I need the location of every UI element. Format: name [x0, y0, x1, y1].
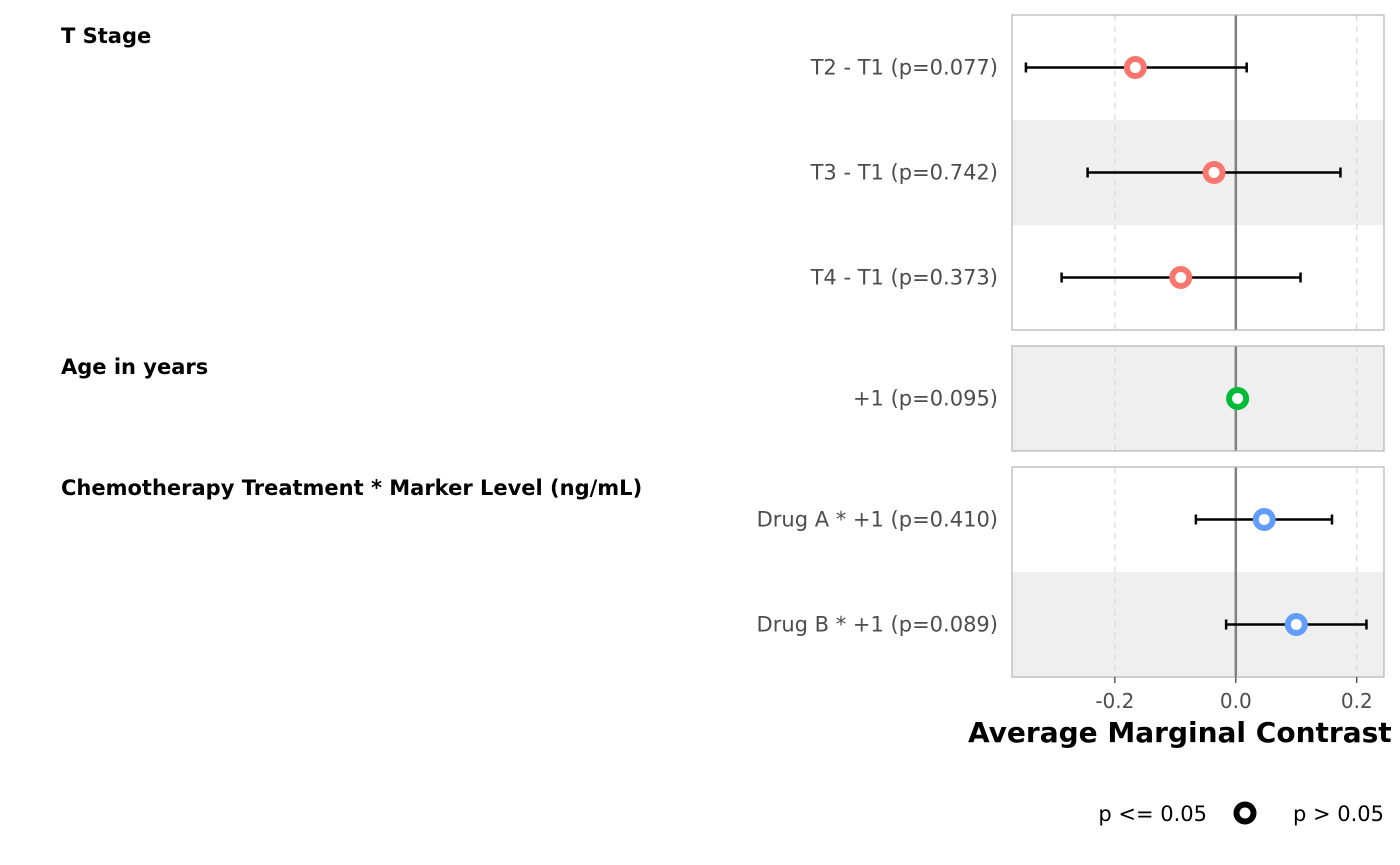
legend-label: p <= 0.05: [1098, 802, 1207, 826]
legend-label: p > 0.05: [1293, 802, 1384, 826]
row-label: T4 - T1 (p=0.373): [810, 266, 998, 290]
forest-row: T2 - T1 (p=0.077): [810, 56, 1248, 80]
panel-border: [1011, 14, 1385, 331]
point-estimate: [1169, 266, 1193, 289]
forest-row: +1 (p=0.095): [853, 387, 1250, 411]
row-label: T2 - T1 (p=0.077): [810, 56, 998, 80]
group-title: Chemotherapy Treatment * Marker Level (n…: [61, 476, 642, 500]
x-tick-label: -0.2: [1095, 689, 1134, 713]
panel-0: T Stage T2 - T1 (p=0.077) T3 - T1 (p=0.742…: [61, 14, 1385, 331]
point-estimate: [1123, 56, 1147, 79]
group-title: Age in years: [61, 355, 208, 379]
x-axis-title: Average Marginal Contrast: [968, 716, 1392, 749]
row-label: Drug B * +1 (p=0.089): [757, 613, 998, 637]
forest-row: T4 - T1 (p=0.373): [810, 266, 1302, 290]
panel-1: Age in years +1 (p=0.095): [61, 345, 1385, 452]
x-axis: -0.2 0.0 0.2 Average Marginal Contrast: [968, 677, 1392, 749]
forest-row: T3 - T1 (p=0.742): [810, 161, 1342, 185]
group-title: T Stage: [61, 24, 151, 48]
point-estimate: [1226, 387, 1250, 410]
forest-row: Drug A * +1 (p=0.410): [757, 508, 1334, 532]
point-estimate: [1252, 508, 1276, 531]
row-label: Drug A * +1 (p=0.410): [757, 508, 998, 532]
row-stripe: [1012, 346, 1384, 451]
legend: p <= 0.05 p > 0.05: [1098, 801, 1384, 826]
legend-marker: [1233, 801, 1257, 825]
panel-2: Chemotherapy Treatment * Marker Level (n…: [61, 466, 1385, 678]
x-tick-label: 0.0: [1220, 689, 1252, 713]
point-estimate: [1284, 613, 1308, 636]
row-label: T3 - T1 (p=0.742): [810, 161, 998, 185]
panel-border: [1011, 345, 1385, 452]
x-tick-label: 0.2: [1341, 689, 1373, 713]
panel-border: [1011, 466, 1385, 678]
point-estimate: [1202, 161, 1226, 184]
forest-row: Drug B * +1 (p=0.089): [757, 613, 1368, 637]
row-label: +1 (p=0.095): [853, 387, 998, 411]
